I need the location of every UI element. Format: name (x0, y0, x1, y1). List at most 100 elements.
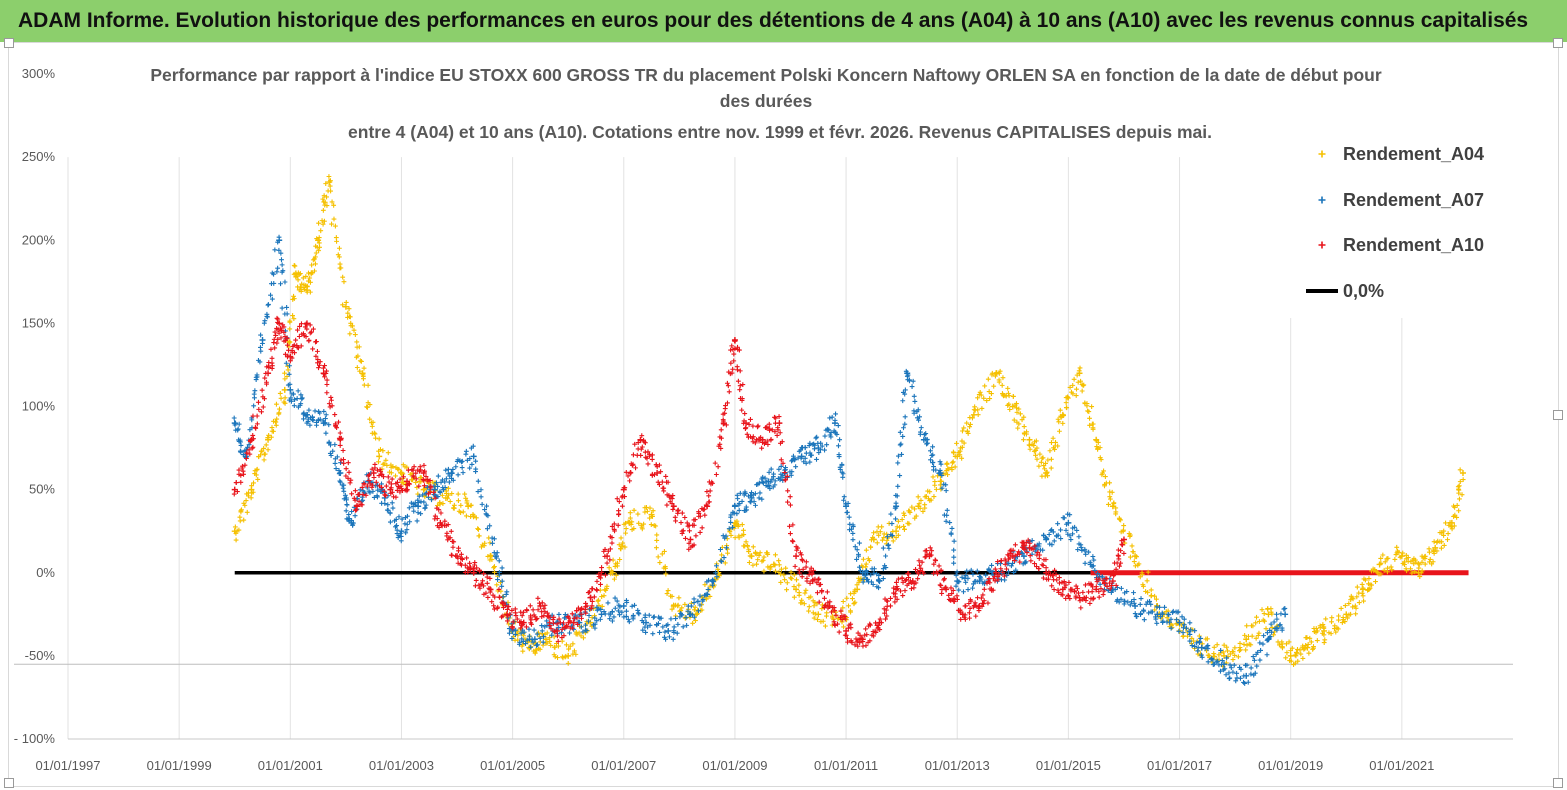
data-point-cloud (1354, 584, 1360, 590)
data-point-cloud (509, 636, 515, 641)
data-point-rendement_a10 (704, 503, 711, 510)
resize-handle[interactable] (1553, 38, 1563, 48)
data-point-cloud (621, 485, 627, 491)
data-point-cloud (784, 587, 789, 593)
data-point-cloud (794, 547, 800, 553)
data-point-cloud (1262, 618, 1267, 624)
data-point-cloud (728, 533, 734, 538)
data-point-cloud (1006, 393, 1012, 399)
data-point-cloud (1294, 650, 1300, 656)
data-point-cloud (393, 517, 399, 522)
data-point-cloud (881, 535, 887, 540)
data-point-cloud (488, 587, 494, 593)
data-point-cloud (1168, 625, 1174, 631)
data-point-cloud (244, 456, 249, 461)
resize-handle[interactable] (1553, 410, 1563, 420)
data-point-cloud (725, 383, 731, 389)
data-point-cloud (946, 466, 952, 472)
data-point-cloud (646, 612, 652, 618)
data-point-cloud (421, 499, 427, 505)
data-point-cloud (1292, 660, 1298, 666)
data-point-cloud (1439, 539, 1445, 545)
data-point-cloud (957, 448, 963, 454)
resize-handle[interactable] (4, 778, 14, 788)
data-point-cloud (1084, 403, 1090, 409)
data-point-cloud (1021, 424, 1027, 429)
data-point-cloud (1037, 451, 1043, 457)
data-point-cloud (255, 477, 261, 482)
data-point-cloud (380, 448, 386, 454)
data-point-cloud (789, 576, 795, 582)
data-point-cloud (893, 516, 898, 522)
data-point-cloud (1095, 440, 1101, 445)
data-point-cloud (1417, 574, 1423, 579)
data-point-cloud (756, 553, 762, 558)
data-point-cloud (496, 558, 502, 564)
data-point-cloud (340, 448, 346, 453)
data-point-cloud (258, 452, 263, 458)
data-point-cloud (1237, 641, 1243, 646)
data-point-cloud (930, 444, 936, 450)
data-point-cloud (869, 632, 875, 638)
data-point-cloud (746, 493, 751, 499)
data-point-cloud (791, 594, 797, 600)
data-point-cloud (873, 630, 879, 635)
data-point-cloud (306, 407, 312, 413)
data-point-cloud (458, 510, 464, 516)
x-tick-label: 01/01/1997 (35, 758, 100, 773)
data-point-cloud (1342, 619, 1348, 624)
data-point-cloud (726, 526, 732, 532)
data-point-cloud (819, 588, 825, 593)
data-point-cloud (909, 504, 915, 510)
data-point-cloud (1056, 575, 1062, 580)
data-point-cloud (572, 648, 577, 654)
data-point-cloud (1014, 409, 1020, 415)
data-point-cloud (877, 529, 883, 535)
data-point-cloud (639, 524, 645, 530)
data-point-cloud (1068, 537, 1074, 542)
data-point-cloud (588, 606, 594, 611)
data-point-cloud (888, 603, 893, 609)
data-point-cloud (594, 587, 600, 593)
data-point-cloud (1087, 601, 1093, 606)
data-point-cloud (273, 419, 278, 425)
data-point-cloud (629, 462, 635, 468)
data-point-cloud (1279, 625, 1285, 631)
data-point-cloud (1297, 647, 1303, 653)
resize-handle[interactable] (1553, 778, 1563, 788)
data-point-cloud (970, 585, 975, 591)
data-point-cloud (1269, 629, 1275, 635)
data-point-cloud (843, 501, 849, 507)
data-point-cloud (888, 511, 894, 517)
data-point-cloud (1116, 556, 1122, 562)
data-point-cloud (842, 632, 848, 638)
data-point-cloud (535, 595, 541, 601)
data-point-cloud (662, 629, 668, 635)
data-point-cloud (388, 470, 394, 476)
data-point-rendement_a04 (693, 611, 700, 618)
data-point-cloud (1113, 511, 1119, 517)
data-point-cloud (620, 503, 625, 509)
data-point-cloud (609, 540, 615, 546)
data-point-cloud (768, 479, 774, 485)
data-point-cloud (736, 508, 742, 513)
data-point-cloud (1010, 547, 1016, 553)
resize-handle[interactable] (4, 38, 14, 48)
data-point-cloud (312, 408, 318, 414)
data-point-cloud (893, 493, 899, 498)
data-point-cloud (656, 621, 661, 626)
data-point-cloud (803, 559, 809, 565)
data-point-cloud (1036, 543, 1042, 549)
data-point-cloud (978, 576, 984, 582)
data-point-cloud (458, 551, 464, 557)
data-point-cloud (958, 610, 964, 616)
data-point-cloud (781, 572, 787, 578)
data-point-cloud (644, 508, 650, 514)
data-point-cloud (365, 400, 371, 406)
data-point-cloud (772, 429, 778, 435)
data-point-cloud (686, 540, 692, 546)
data-point-cloud (1448, 524, 1454, 530)
data-point-cloud (654, 538, 660, 543)
data-point-cloud (916, 501, 922, 507)
data-point-cloud (675, 621, 681, 627)
